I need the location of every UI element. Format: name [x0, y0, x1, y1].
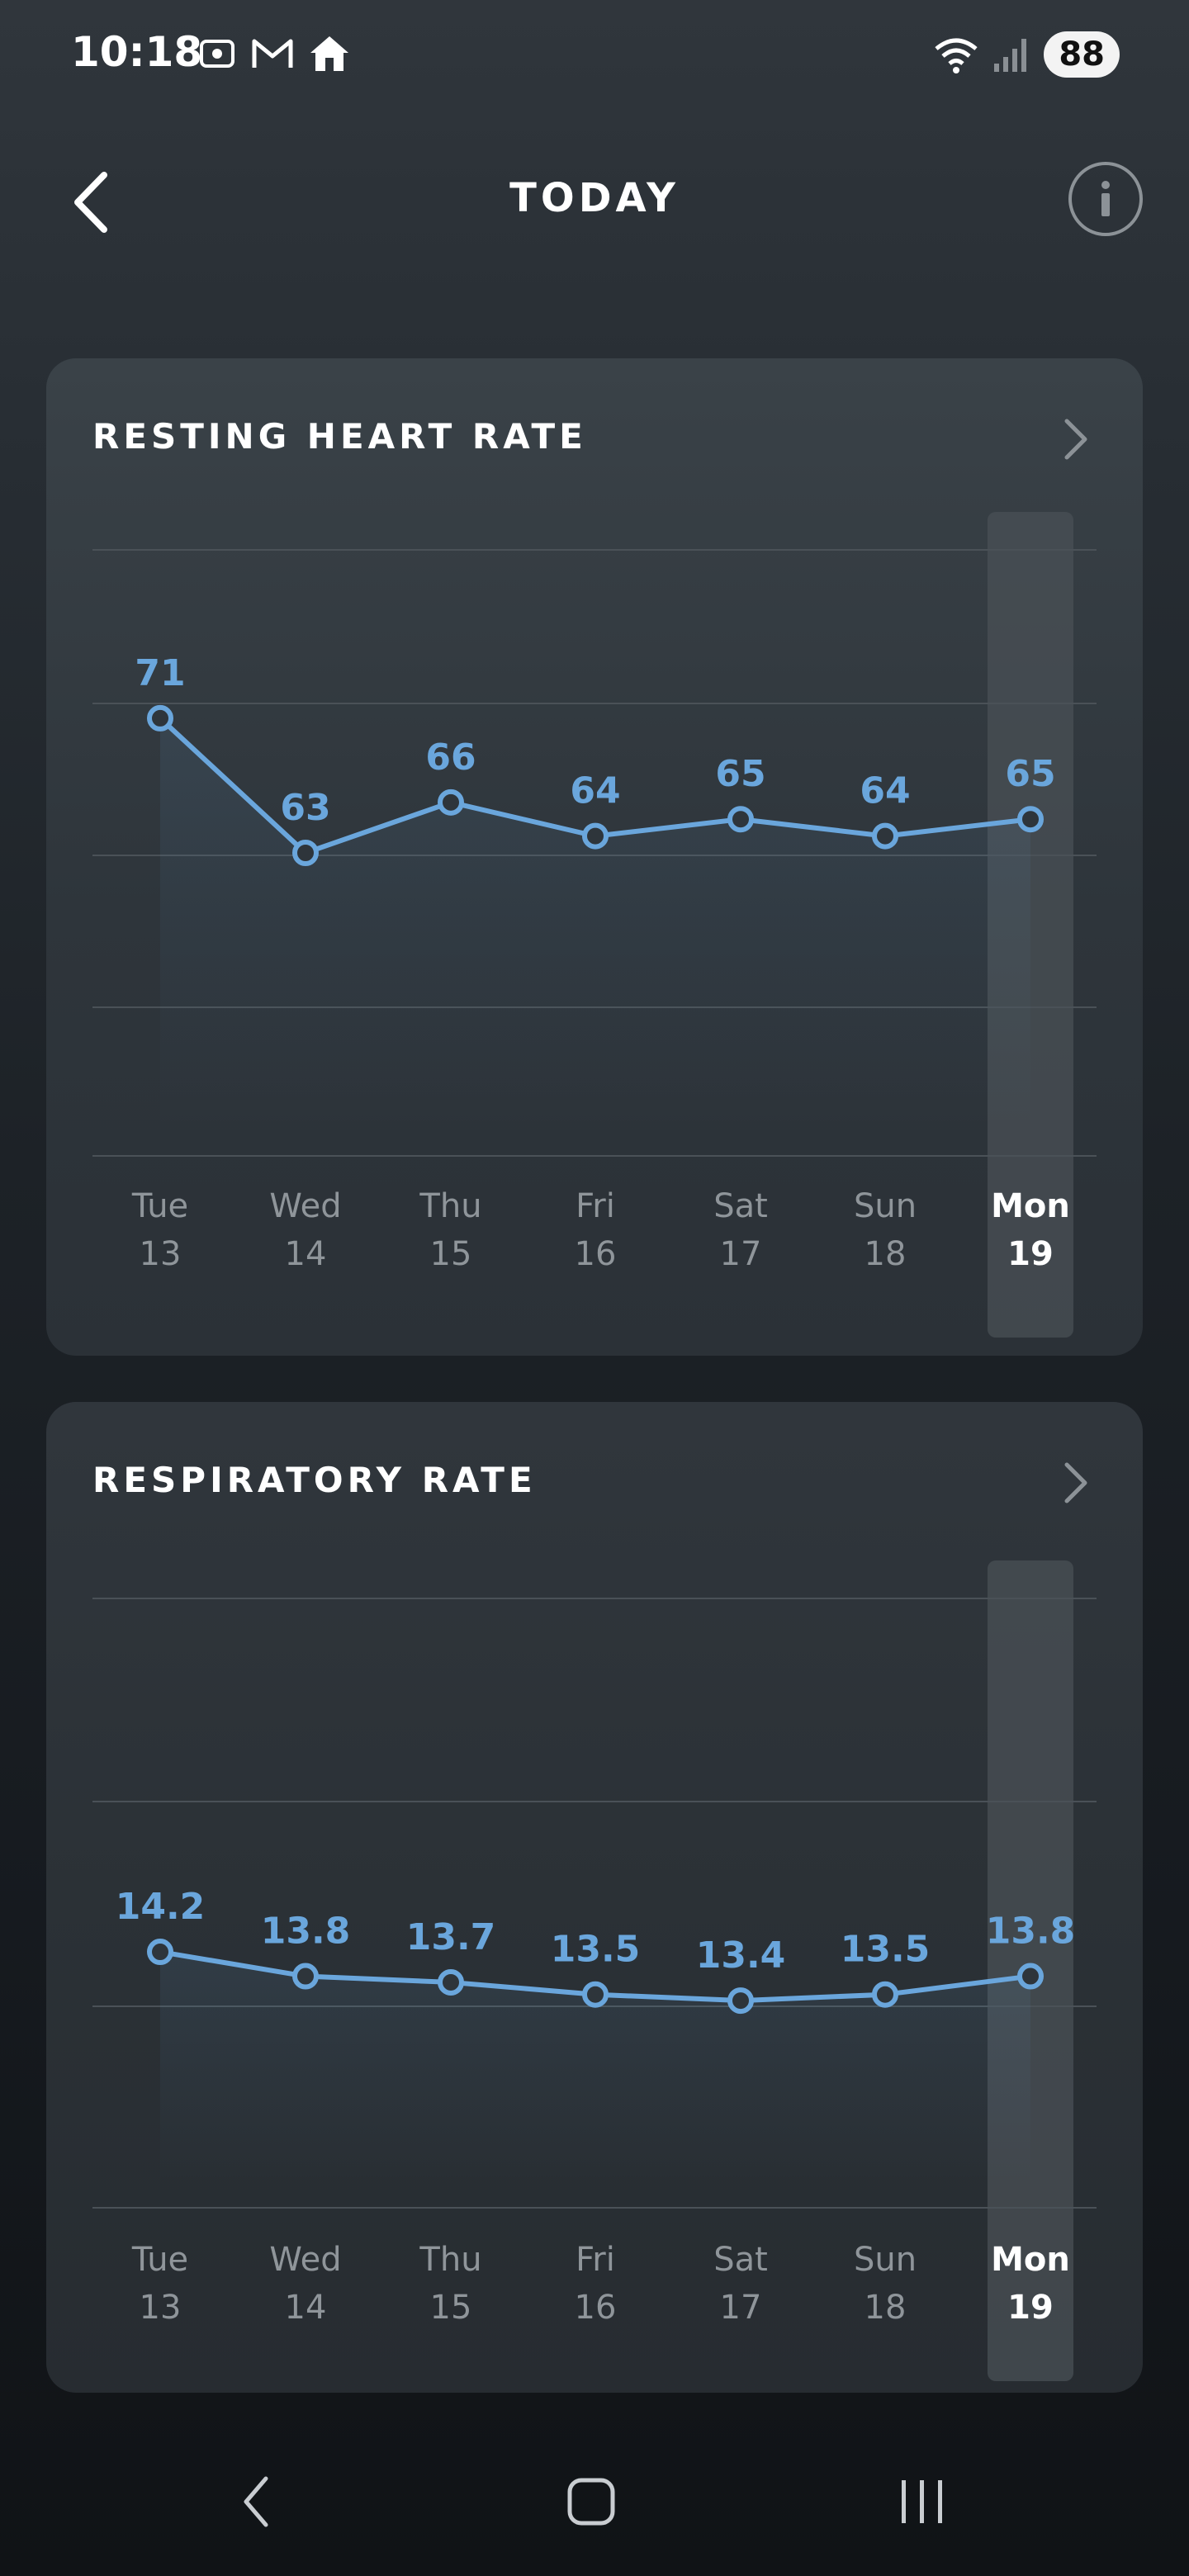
data-value-label: 13.5 [841, 1929, 931, 1971]
battery-indicator: 88 [1044, 31, 1120, 78]
data-value-label: 71 [135, 652, 185, 694]
data-point[interactable] [438, 1968, 464, 1996]
x-tick-day[interactable]: Thu [419, 2241, 481, 2279]
home-icon [310, 36, 348, 71]
card-detail-button[interactable] [1055, 1460, 1097, 1506]
resting-heart-rate-card[interactable]: RESTING HEART RATE 71 63 66 64 65 64 65 Tue 13 We… [46, 358, 1143, 1356]
x-tick-date[interactable]: 19 [1007, 2289, 1054, 2327]
status-icons-right: 88 [933, 31, 1120, 78]
data-value-label: 64 [860, 770, 910, 812]
data-point[interactable] [438, 788, 464, 816]
card-title: RESPIRATORY RATE [92, 1460, 537, 1500]
series-area [160, 717, 1030, 1131]
x-tick-day[interactable]: Sun [854, 1187, 917, 1225]
x-tick-date[interactable]: 14 [285, 1235, 327, 1273]
series-area [160, 1952, 1030, 2183]
card-title: RESTING HEART RATE [92, 416, 587, 457]
gmail-icon [252, 39, 293, 68]
nav-back-button[interactable] [216, 2469, 299, 2535]
data-point[interactable] [1017, 806, 1044, 833]
screenshot-icon [200, 40, 234, 68]
x-tick-date[interactable]: 17 [720, 2289, 762, 2327]
x-tick-date[interactable]: 16 [575, 1235, 617, 1273]
resting-heart-rate-chart: 71 63 66 64 65 64 65 Tue 13 Wed 14 Thu 15 Fri 16 Sat 17 S… [92, 512, 1097, 1338]
respiratory-rate-card[interactable]: RESPIRATORY RATE 14.2 13.8 13.7 13.5 13.4 13.… [46, 1402, 1143, 2393]
x-tick-date[interactable]: 16 [575, 2289, 617, 2327]
status-bar: 10:18 88 [0, 0, 1189, 116]
data-point[interactable] [872, 822, 898, 850]
data-point[interactable] [1017, 1963, 1044, 1990]
x-tick-day[interactable]: Fri [576, 2241, 615, 2279]
x-tick-day[interactable]: Mon [991, 2241, 1070, 2279]
card-detail-button[interactable] [1055, 416, 1097, 462]
x-tick-day[interactable]: Sat [713, 2241, 768, 2279]
chevron-right-icon [1064, 1462, 1087, 1503]
x-tick-date[interactable]: 14 [285, 2289, 327, 2327]
data-value-label: 13.7 [406, 1916, 496, 1958]
back-nav-icon [244, 2476, 268, 2527]
data-value-label: 64 [570, 770, 620, 812]
x-tick-day[interactable]: Wed [269, 2241, 341, 2279]
data-value-label: 13.5 [551, 1929, 641, 1971]
x-tick-date[interactable]: 13 [140, 2289, 182, 2327]
recents-nav-icon [902, 2480, 942, 2523]
data-value-label: 13.8 [261, 1911, 351, 1953]
back-button[interactable] [58, 165, 132, 239]
x-tick-date[interactable]: 17 [720, 1235, 762, 1273]
x-tick-date[interactable]: 13 [140, 1235, 182, 1273]
x-tick-date[interactable]: 18 [865, 2289, 907, 2327]
data-point[interactable] [292, 840, 319, 866]
data-value-label: 14.2 [116, 1886, 206, 1928]
data-value-label: 65 [1005, 753, 1055, 795]
data-point[interactable] [727, 806, 754, 833]
x-tick-day[interactable]: Wed [269, 1187, 341, 1225]
x-tick-day[interactable]: Tue [131, 1187, 188, 1225]
home-nav-icon [567, 2478, 615, 2526]
navigation-bar [0, 2436, 1189, 2576]
x-tick-day[interactable]: Fri [576, 1187, 615, 1225]
status-time: 10:18 [71, 28, 203, 76]
data-point[interactable] [727, 1987, 754, 2015]
signal-icon [994, 39, 1027, 72]
respiratory-rate-chart: 14.2 13.8 13.7 13.5 13.4 13.5 13.8 Tue 13 Wed 14 Th… [92, 1560, 1097, 2381]
x-tick-day[interactable]: Mon [991, 1187, 1070, 1225]
data-value-label: 13.4 [696, 1934, 786, 1977]
data-value-label: 65 [715, 753, 765, 795]
chevron-right-icon [1064, 419, 1087, 460]
status-icons-left [197, 33, 352, 74]
data-value-label: 66 [425, 736, 476, 779]
data-point[interactable] [147, 704, 173, 732]
info-icon [1101, 181, 1110, 216]
data-point[interactable] [582, 1981, 609, 2008]
data-value-label: 63 [280, 787, 330, 829]
x-tick-day[interactable]: Sat [713, 1187, 768, 1225]
x-tick-day[interactable]: Thu [419, 1187, 481, 1225]
header: TODAY [0, 149, 1189, 256]
x-tick-day[interactable]: Sun [854, 2241, 917, 2279]
x-tick-date[interactable]: 18 [865, 1235, 907, 1273]
data-point[interactable] [582, 822, 609, 850]
x-tick-date[interactable]: 19 [1007, 1235, 1054, 1273]
data-value-label: 13.8 [986, 1911, 1076, 1953]
x-tick-date[interactable]: 15 [430, 2289, 472, 2327]
chevron-left-icon [74, 172, 107, 233]
data-point[interactable] [872, 1981, 898, 2008]
nav-recents-button[interactable] [880, 2469, 963, 2535]
x-tick-date[interactable]: 15 [430, 1235, 472, 1273]
info-button[interactable] [1068, 162, 1143, 236]
nav-home-button[interactable] [550, 2469, 632, 2535]
data-point[interactable] [292, 1963, 319, 1990]
page-title: TODAY [509, 175, 680, 221]
data-point[interactable] [147, 1939, 173, 1966]
wifi-icon [935, 38, 978, 73]
x-tick-day[interactable]: Tue [131, 2241, 188, 2279]
